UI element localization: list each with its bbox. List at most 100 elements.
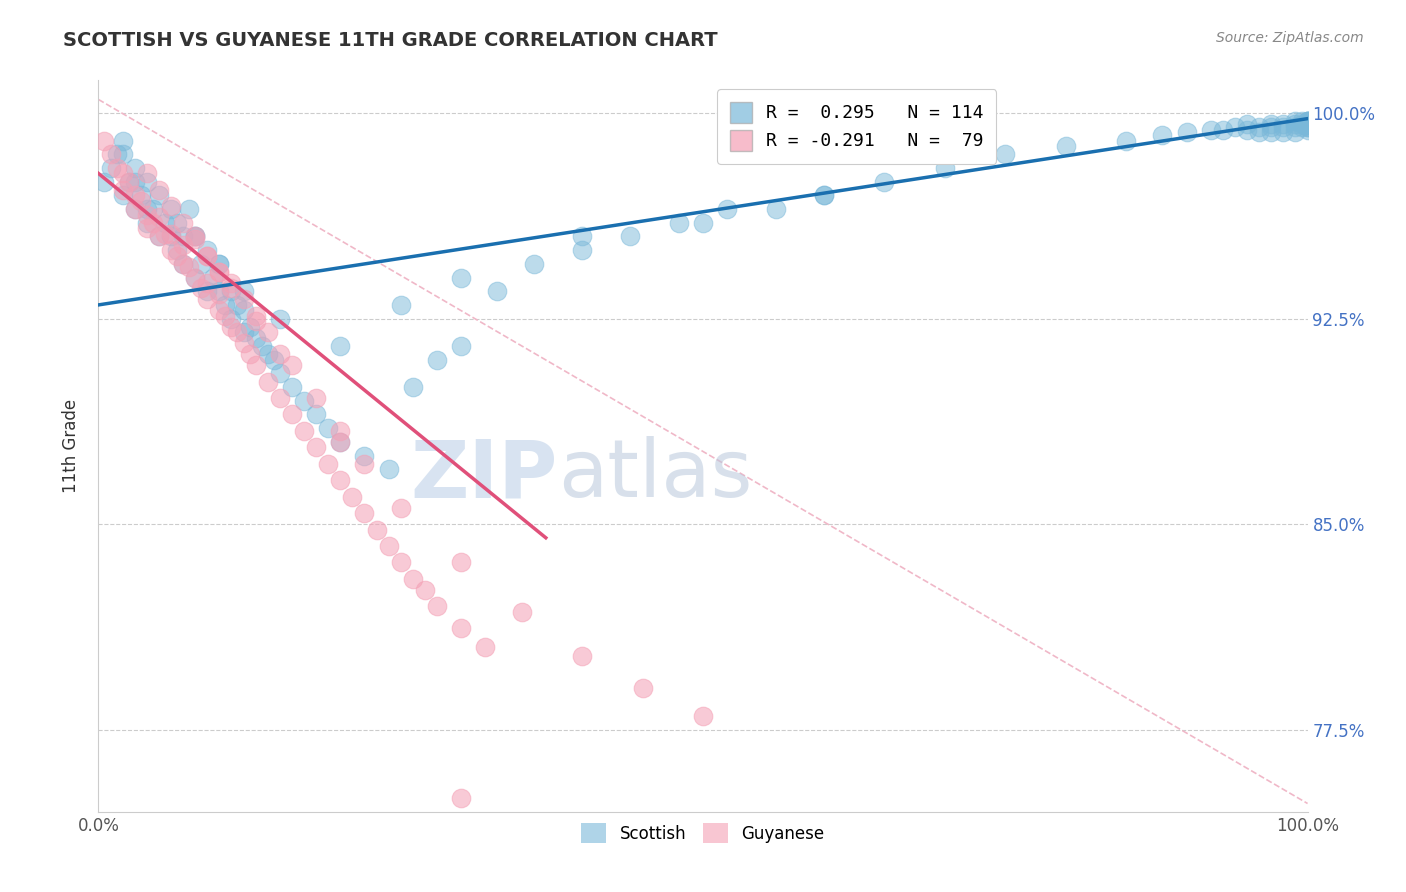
Point: [353, 449, 375, 463]
Point: [450, 339, 472, 353]
Point: [1272, 117, 1295, 131]
Point: [329, 434, 352, 449]
Point: [269, 347, 291, 361]
Point: [166, 243, 188, 257]
Point: [172, 229, 194, 244]
Point: [316, 457, 339, 471]
Point: [281, 408, 304, 422]
Point: [100, 147, 122, 161]
Point: [195, 284, 218, 298]
Point: [172, 257, 194, 271]
Point: [250, 339, 273, 353]
Point: [124, 161, 146, 175]
Point: [1296, 117, 1319, 131]
Point: [135, 175, 157, 189]
Point: [305, 408, 328, 422]
Point: [510, 605, 533, 619]
Point: [172, 237, 194, 252]
Point: [245, 309, 267, 323]
Point: [148, 183, 170, 197]
Point: [1175, 125, 1198, 139]
Point: [135, 166, 157, 180]
Point: [184, 229, 207, 244]
Point: [221, 311, 243, 326]
Point: [118, 175, 141, 189]
Point: [160, 229, 183, 244]
Point: [1296, 114, 1319, 128]
Point: [523, 257, 546, 271]
Point: [292, 424, 315, 438]
Point: [305, 441, 328, 455]
Point: [1260, 117, 1282, 131]
Point: [450, 621, 472, 635]
Point: [474, 640, 496, 655]
Y-axis label: 11th Grade: 11th Grade: [62, 399, 80, 493]
Point: [668, 216, 690, 230]
Point: [105, 161, 128, 175]
Point: [124, 188, 146, 202]
Point: [208, 257, 231, 271]
Point: [292, 393, 315, 408]
Point: [148, 229, 170, 244]
Point: [245, 358, 267, 372]
Point: [1291, 120, 1313, 134]
Point: [208, 284, 231, 298]
Point: [329, 434, 352, 449]
Point: [93, 134, 115, 148]
Point: [129, 188, 152, 202]
Point: [111, 134, 134, 148]
Point: [1296, 122, 1319, 136]
Point: [1296, 114, 1319, 128]
Point: [402, 572, 425, 586]
Point: [1212, 122, 1234, 136]
Point: [1284, 114, 1306, 128]
Point: [184, 232, 207, 246]
Point: [214, 298, 236, 312]
Point: [226, 298, 249, 312]
Point: [269, 367, 291, 381]
Point: [135, 207, 157, 221]
Point: [195, 293, 218, 307]
Point: [148, 229, 170, 244]
Point: [1236, 117, 1258, 131]
Point: [195, 243, 218, 257]
Point: [765, 202, 787, 216]
Point: [232, 284, 254, 298]
Point: [342, 490, 364, 504]
Point: [153, 227, 176, 241]
Point: [450, 556, 472, 570]
Point: [239, 347, 262, 361]
Point: [571, 243, 593, 257]
Point: [195, 249, 218, 263]
Point: [389, 556, 412, 570]
Point: [366, 523, 388, 537]
Point: [245, 331, 267, 345]
Point: [1272, 125, 1295, 139]
Point: [221, 319, 243, 334]
Point: [256, 375, 278, 389]
Point: [450, 270, 472, 285]
Point: [1115, 134, 1137, 148]
Point: [1260, 120, 1282, 134]
Point: [571, 229, 593, 244]
Point: [571, 648, 593, 663]
Point: [190, 257, 212, 271]
Point: [148, 188, 170, 202]
Point: [100, 161, 122, 175]
Point: [269, 391, 291, 405]
Point: [413, 582, 436, 597]
Point: [1296, 117, 1319, 131]
Point: [208, 265, 231, 279]
Point: [148, 211, 170, 225]
Point: [813, 188, 835, 202]
Point: [1296, 117, 1319, 131]
Point: [426, 352, 449, 367]
Point: [245, 314, 267, 328]
Text: ZIP: ZIP: [411, 436, 558, 515]
Legend: Scottish, Guyanese: Scottish, Guyanese: [574, 815, 832, 851]
Point: [184, 229, 207, 244]
Point: [135, 202, 157, 216]
Point: [1296, 120, 1319, 134]
Point: [184, 270, 207, 285]
Point: [135, 221, 157, 235]
